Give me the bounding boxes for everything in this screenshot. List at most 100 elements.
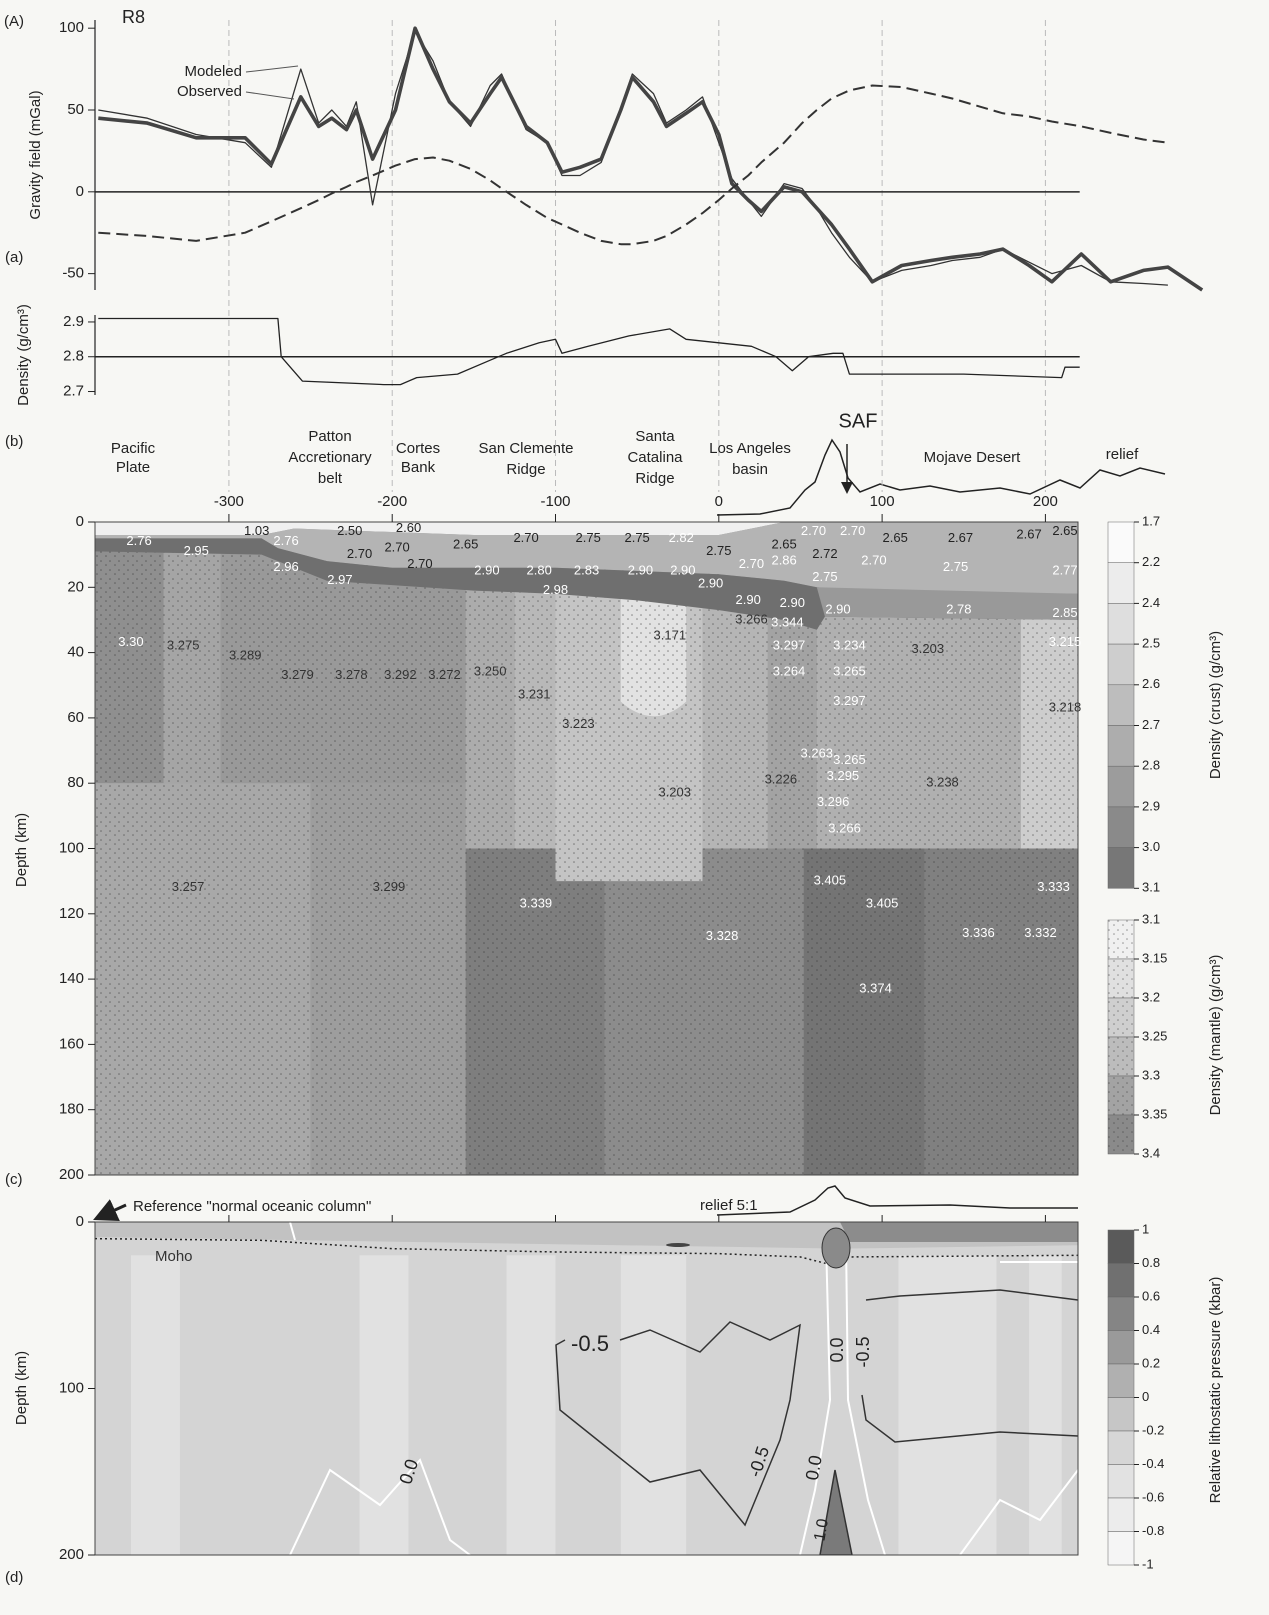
colorbar-label: Relative lithostatic pressure (kbar) [1207, 1277, 1224, 1504]
x-tick-label: 100 [870, 493, 895, 510]
colorbar-tick-label: -0.4 [1142, 1456, 1164, 1471]
colorbar-tick-label: 3.2 [1142, 989, 1160, 1004]
colorbar-tick-label: 3.15 [1142, 950, 1167, 965]
y-tick-label: 0 [76, 183, 84, 200]
y-tick-label: 180 [59, 1101, 84, 1118]
crust-density-label: 2.78 [946, 602, 971, 617]
y-tick-label: 60 [67, 709, 84, 726]
region-label: Santa [635, 428, 675, 445]
y-tick-label: 100 [59, 1379, 84, 1396]
mantle-density-label: 3.266 [828, 820, 861, 835]
y-tick-label: 2.9 [63, 313, 84, 330]
crust-colorbar-cell [1108, 522, 1134, 563]
y-tick-label: 2.7 [63, 382, 84, 399]
crust-density-label: 2.95 [184, 543, 209, 558]
crust-density-label: 2.75 [706, 543, 731, 558]
crust-density-label: 2.85 [1052, 605, 1077, 620]
crust-density-label: 2.65 [883, 530, 908, 545]
crust-colorbar-cell [1108, 766, 1134, 807]
mantle-density-label: 3.374 [859, 980, 892, 995]
mantle-density-label: 3.265 [833, 664, 866, 679]
colorbar-tick-label: 3.35 [1142, 1106, 1167, 1121]
relief-label: relief 5:1 [700, 1197, 758, 1214]
mantle-density-label: 3.292 [384, 667, 417, 682]
mantle-density-label: 3.295 [827, 768, 860, 783]
crust-density-label: 2.65 [771, 536, 796, 551]
crust-density-label: 2.77 [1052, 562, 1077, 577]
crust-density-label: 2.70 [801, 523, 826, 538]
fault-label: SAF [839, 410, 878, 432]
colorbar-tick-label: 0.6 [1142, 1288, 1160, 1303]
crust-density-label: 2.82 [669, 530, 694, 545]
colorbar-tick-label: 3.1 [1142, 911, 1160, 926]
crust-density-label: 2.90 [474, 562, 499, 577]
pressure-colorbar-cell [1108, 1398, 1134, 1432]
pressure-streak [898, 1255, 996, 1575]
y-tick-label: 120 [59, 905, 84, 922]
colorbar-tick-label: 2.4 [1142, 595, 1160, 610]
series-line [98, 319, 1079, 385]
mantle-density-label: 3.265 [833, 752, 866, 767]
mantle-density-label: 3.278 [335, 667, 368, 682]
y-tick-label: 40 [67, 644, 84, 661]
pressure-colorbar-cell [1108, 1498, 1134, 1532]
mantle-density-label: 3.297 [833, 693, 866, 708]
contour-high [822, 1228, 850, 1268]
colorbar-tick-label: 3.3 [1142, 1067, 1160, 1082]
colorbar-tick-label: 0.4 [1142, 1322, 1160, 1337]
contour-label: -0.5 [571, 1331, 609, 1356]
pressure-colorbar-cell [1108, 1297, 1134, 1331]
panel-label: (d) [5, 1569, 23, 1586]
colorbar-tick-label: -1 [1142, 1556, 1154, 1571]
mantle-density-label: 3.339 [520, 895, 553, 910]
pressure-streak [621, 1255, 686, 1575]
y-axis-label: Depth (km) [13, 1351, 30, 1425]
mantle-density-label: 3.275 [167, 638, 200, 653]
colorbar-tick-label: 0.2 [1142, 1355, 1160, 1370]
region-label: Patton [308, 428, 351, 445]
x-tick-label: -100 [540, 493, 570, 510]
mantle-density-label: 3.344 [771, 615, 804, 630]
y-tick-label: 100 [59, 19, 84, 36]
pressure-colorbar-cell [1108, 1431, 1134, 1465]
mantle-colorbar-dots [1108, 920, 1134, 1154]
colorbar-tick-label: 2.5 [1142, 636, 1160, 651]
contour-label: 0.0 [802, 1454, 826, 1482]
figure: (A) R8 (a) Gravity field (mGal) Density … [0, 0, 1269, 1615]
colorbar-tick-label: 1 [1142, 1221, 1149, 1236]
y-axis-label: Depth (km) [13, 813, 30, 887]
mantle-density-label: 3.171 [654, 628, 687, 643]
crust-density-label: 2.67 [1016, 526, 1041, 541]
crust-density-label: 2.98 [543, 582, 568, 597]
crust-density-label: 2.75 [576, 530, 601, 545]
mantle-density-label: 3.223 [562, 716, 595, 731]
pressure-streak [360, 1255, 409, 1575]
y-tick-label: -50 [62, 265, 84, 282]
relief-label: relief [1106, 446, 1139, 463]
mantle-density-label: 3.218 [1049, 700, 1082, 715]
crust-density-label: 2.70 [407, 556, 432, 571]
colorbar-label: Density (mantle) (g/cm³) [1207, 955, 1224, 1116]
region-label: belt [318, 470, 343, 487]
series-line [98, 86, 1168, 245]
contour-high [666, 1243, 690, 1247]
colorbar-tick-label: 0.8 [1142, 1255, 1160, 1270]
crust-density-label: 2.60 [396, 520, 421, 535]
mantle-density-label: 3.336 [962, 925, 995, 940]
pressure-streak [1029, 1255, 1062, 1575]
crust-density-label: 2.70 [840, 523, 865, 538]
crust-colorbar-cell [1108, 644, 1134, 685]
mantle-density-label: 3.226 [765, 771, 798, 786]
colorbar-tick-label: 2.6 [1142, 676, 1160, 691]
colorbar-tick-label: -0.2 [1142, 1422, 1164, 1437]
crust-density-label: 2.90 [780, 595, 805, 610]
pressure-colorbar-cell [1108, 1264, 1134, 1298]
leader-line [246, 92, 294, 99]
mantle-density-label: 3.203 [658, 784, 691, 799]
crust-density-label: 2.75 [624, 530, 649, 545]
mantle-density-label: 3.263 [801, 745, 834, 760]
colorbar-tick-label: 0 [1142, 1389, 1149, 1404]
relief-line [717, 1186, 1078, 1215]
crust-colorbar-cell [1108, 807, 1134, 848]
pressure-colorbar-cell [1108, 1532, 1134, 1566]
